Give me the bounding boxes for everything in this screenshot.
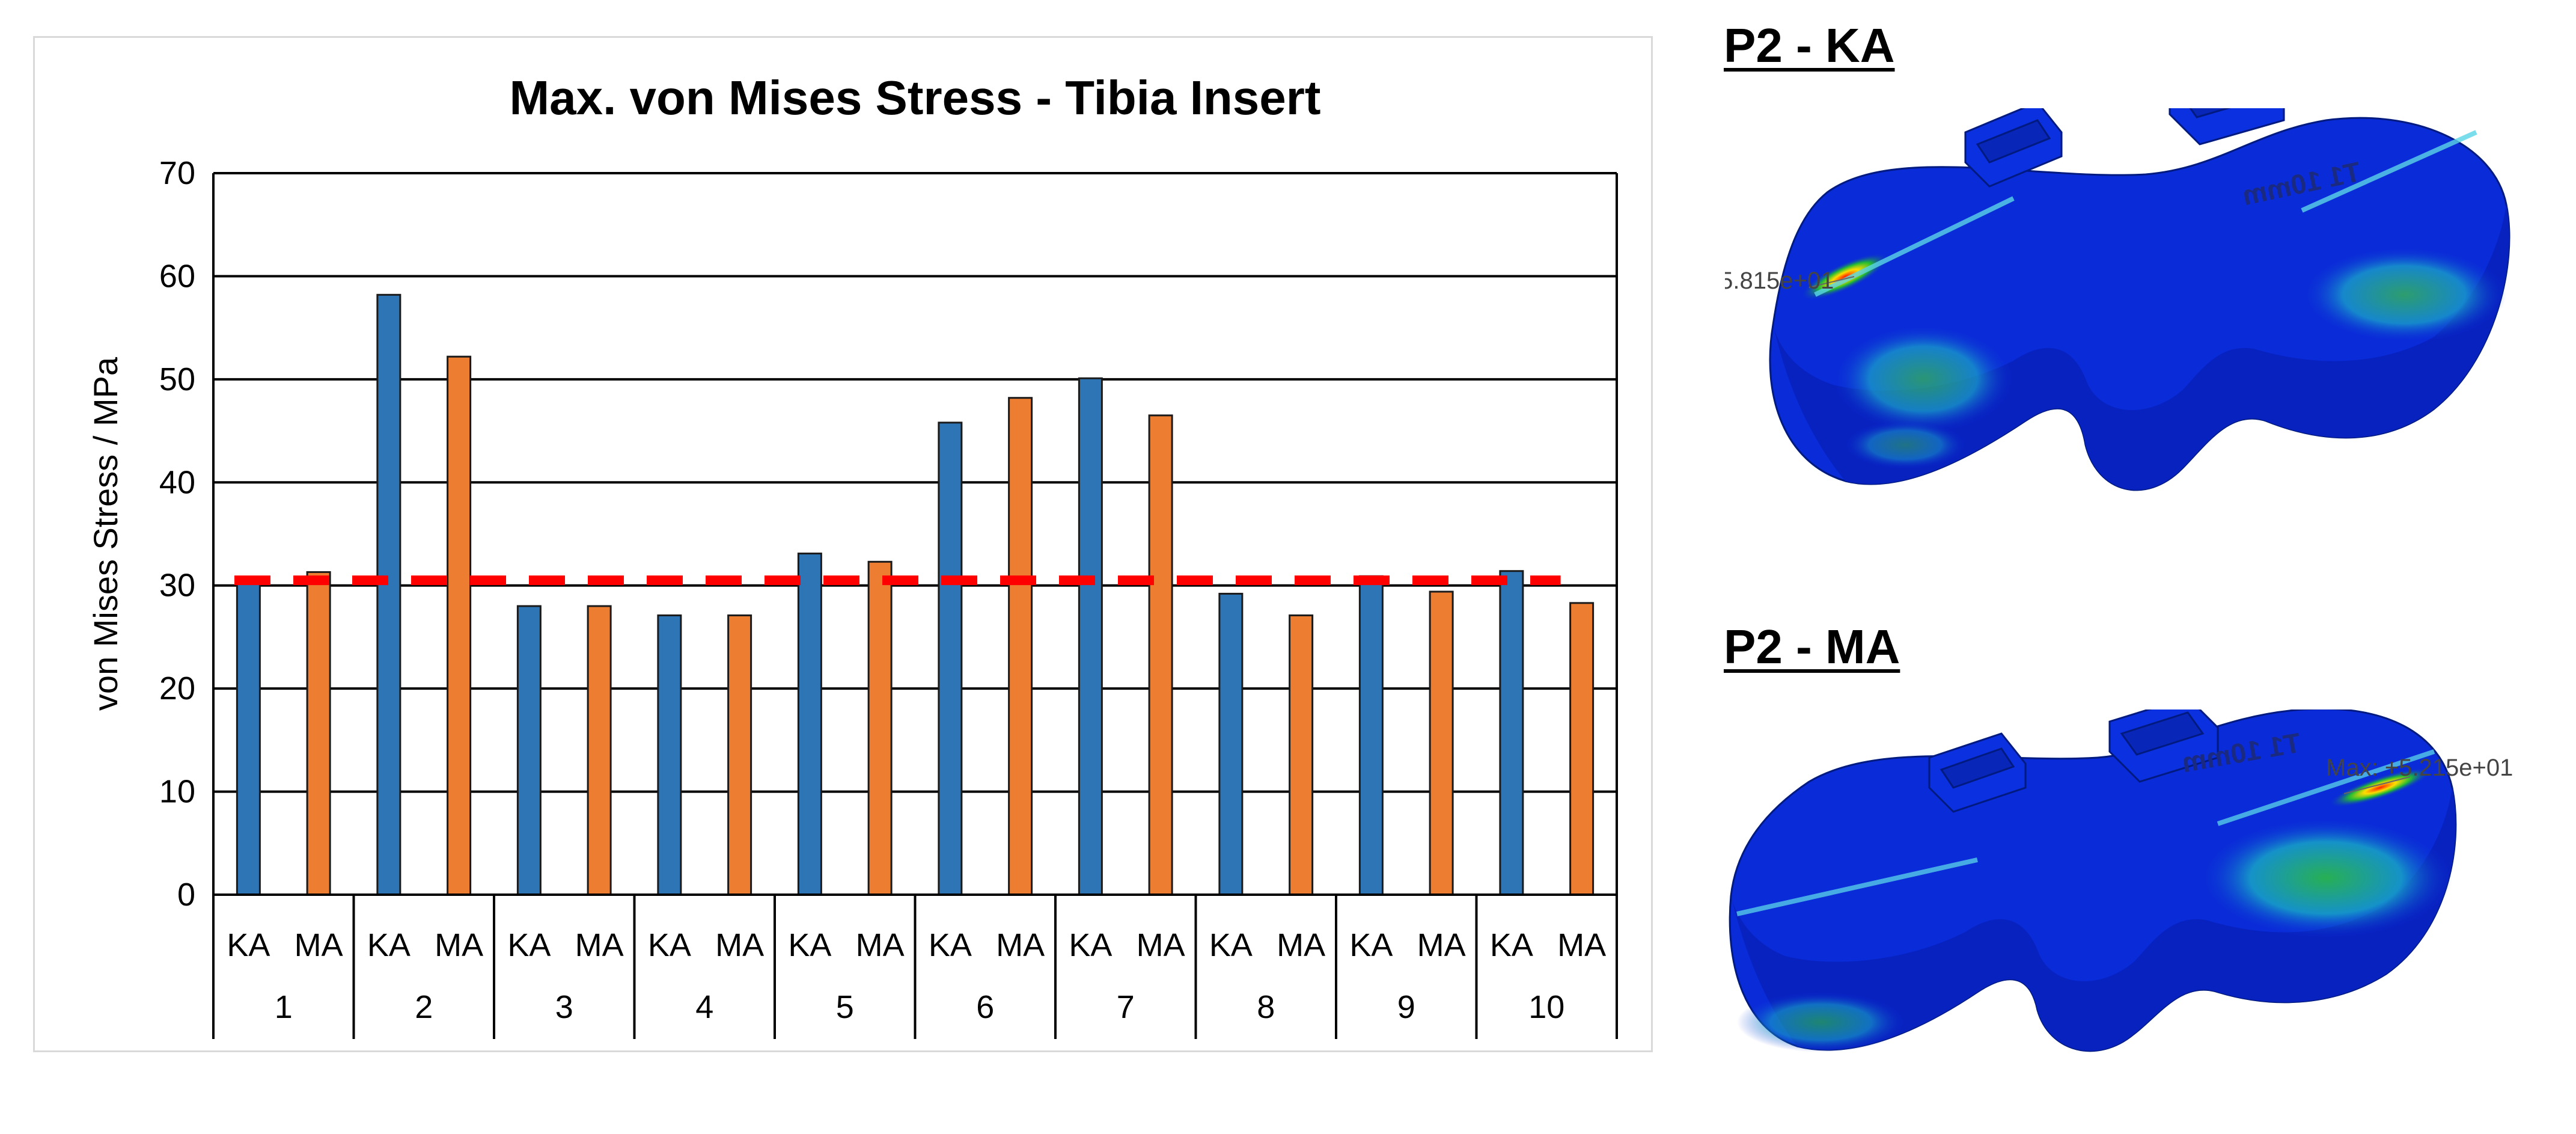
bar-ka-8 [1218, 592, 1244, 896]
y-tick-label: 10 [159, 774, 195, 810]
x-group-label: 7 [1117, 989, 1135, 1025]
x-subcategory-label: MA [435, 927, 483, 963]
x-subcategory-label: MA [295, 927, 343, 963]
bar-ma-4 [727, 614, 752, 896]
bar-ma-9 [1429, 590, 1454, 896]
x-group-label: 1 [275, 989, 293, 1025]
chart-title: Max. von Mises Stress - Tibia Insert [509, 71, 1320, 124]
y-tick-label: 20 [159, 670, 195, 706]
x-group-label: 6 [976, 989, 994, 1025]
x-group-label: 10 [1528, 989, 1564, 1025]
fem-label-ka: P2 - KA [1724, 19, 1895, 72]
x-subcategory-label: MA [856, 927, 905, 963]
x-group-label: 2 [415, 989, 433, 1025]
x-subcategory-label: MA [996, 927, 1045, 963]
bar-ma-10 [1569, 602, 1595, 896]
locking-feature-right [2108, 710, 2219, 783]
bar-ka-7 [1078, 377, 1103, 896]
bar-ma-5 [867, 560, 893, 896]
y-tick-label: 60 [159, 258, 195, 294]
x-subcategory-label: KA [1069, 927, 1112, 963]
bar-ka-5 [797, 553, 822, 896]
x-group-label: 5 [836, 989, 854, 1025]
x-subcategory-label: MA [575, 927, 624, 963]
bar-ma-6 [1008, 397, 1033, 896]
x-subcategory-label: KA [788, 927, 831, 963]
bar-ma-2 [447, 355, 472, 896]
x-subcategory-label: MA [1137, 927, 1185, 963]
x-subcategory-label: KA [1209, 927, 1253, 963]
bar-ma-7 [1148, 414, 1173, 896]
bar-chart: Max. von Mises Stress - Tibia Insert von … [87, 71, 1618, 1039]
x-subcategory-label: MA [1277, 927, 1325, 963]
x-subcategory-label: KA [367, 927, 411, 963]
y-tick-label: 30 [159, 568, 195, 604]
bar-ka-3 [516, 605, 542, 896]
x-subcategory-label: KA [648, 927, 691, 963]
max-annotation-ka: Max: +5.815e+01 [1725, 268, 1834, 294]
y-tick-label: 50 [159, 361, 195, 397]
x-subcategory-label: KA [227, 927, 270, 963]
bar-ka-9 [1358, 575, 1384, 896]
bar-ka-10 [1499, 570, 1524, 896]
x-subcategory-label: MA [715, 927, 764, 963]
x-subcategory-label: KA [929, 927, 972, 963]
x-subcategory-label: MA [1417, 927, 1466, 963]
bar-ka-2 [376, 293, 401, 896]
x-subcategory-label: KA [1490, 927, 1533, 963]
x-group-label: 3 [555, 989, 573, 1025]
x-subcategory-label: KA [507, 927, 551, 963]
locking-feature-left [1928, 732, 2027, 813]
bar-ma-1 [306, 571, 331, 896]
fem-label-ma: P2 - MA [1724, 620, 1900, 673]
y-tick-label: 70 [159, 155, 195, 191]
bar-ka-1 [236, 576, 261, 896]
bar-ma-3 [587, 605, 612, 896]
y-tick-label: 0 [177, 877, 195, 913]
fem-insert-image-ma: T1 10mm Max: +5.215e+01 [1729, 710, 2513, 1052]
bar-ma-8 [1289, 614, 1314, 896]
x-subcategory-label: KA [1349, 927, 1393, 963]
x-group-label: 8 [1257, 989, 1275, 1025]
fem-insert-image-ka: T1 10mm Max: +5.815e+01 [1725, 108, 2510, 491]
bar-ka-4 [657, 614, 682, 896]
locking-feature-left [1964, 108, 2063, 188]
locking-feature-right [2169, 108, 2285, 146]
x-group-label: 4 [695, 989, 713, 1025]
x-group-label: 9 [1397, 989, 1415, 1025]
y-tick-label: 40 [159, 464, 195, 500]
bar-ka-6 [938, 421, 963, 896]
y-axis-label: von Mises Stress / MPa [87, 357, 124, 711]
x-subcategory-label: MA [1557, 927, 1606, 963]
max-annotation-ma: Max: +5.215e+01 [2326, 755, 2513, 781]
